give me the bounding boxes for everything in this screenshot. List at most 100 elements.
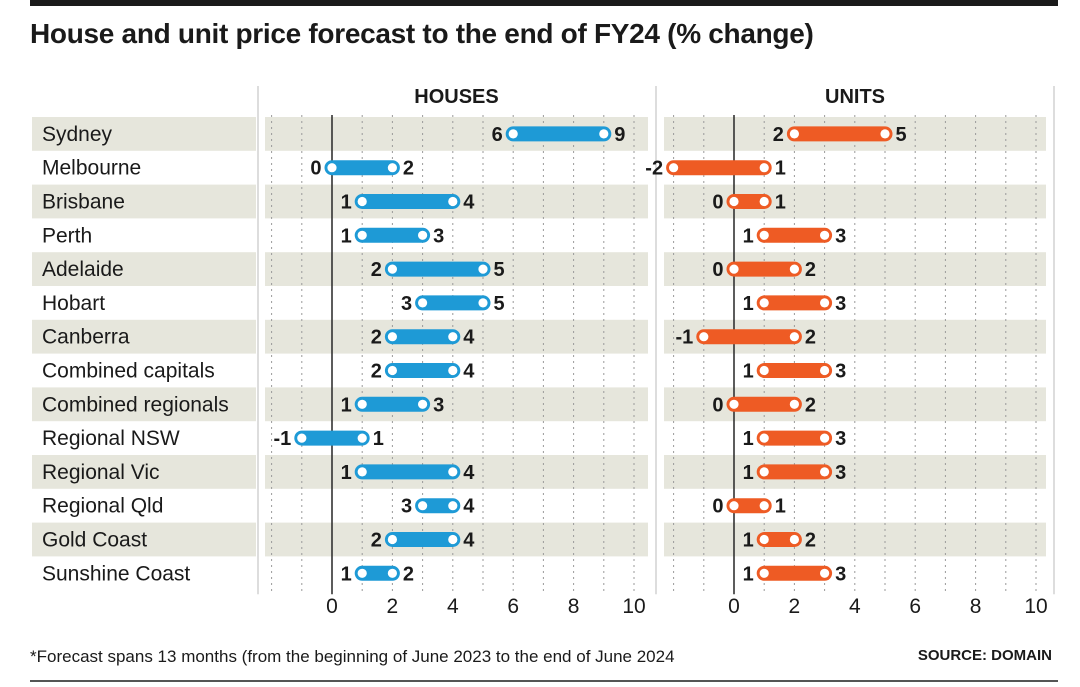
range-bar-houses-sunshine-coast bbox=[354, 565, 400, 581]
data-label-low-houses-hobart: 3 bbox=[401, 293, 412, 315]
data-label-high-houses-brisbane: 4 bbox=[463, 192, 475, 214]
data-label-low-units-regional-qld: 0 bbox=[712, 496, 723, 518]
data-label-low-houses-combined-regionals: 1 bbox=[341, 394, 352, 416]
data-label-high-units-melbourne: 1 bbox=[775, 158, 786, 180]
data-label-low-units-sydney: 2 bbox=[773, 124, 784, 146]
range-end-dot-houses-melbourne bbox=[387, 163, 397, 173]
range-start-dot-units-perth bbox=[759, 230, 769, 240]
data-label-low-units-hobart: 1 bbox=[743, 293, 754, 315]
tick-label-houses-6: 6 bbox=[507, 595, 519, 618]
data-label-high-units-adelaide: 2 bbox=[805, 259, 816, 281]
range-bar-houses-regional-vic bbox=[354, 464, 461, 480]
range-bar-houses-melbourne bbox=[324, 160, 400, 176]
data-label-low-houses-sydney: 6 bbox=[492, 124, 503, 146]
range-start-dot-units-regional-qld bbox=[729, 501, 739, 511]
range-end-dot-units-regional-nsw bbox=[820, 433, 830, 443]
tick-label-houses-2: 2 bbox=[387, 595, 399, 618]
range-end-dot-houses-sunshine-coast bbox=[387, 568, 397, 578]
row-band-houses-combined-regionals bbox=[265, 387, 648, 422]
range-end-dot-houses-perth bbox=[418, 230, 428, 240]
data-label-low-houses-melbourne: 0 bbox=[310, 158, 321, 180]
range-start-dot-units-sunshine-coast bbox=[759, 568, 769, 578]
range-start-dot-houses-sydney bbox=[508, 129, 518, 139]
range-start-dot-houses-perth bbox=[357, 230, 367, 240]
range-bar-units-adelaide bbox=[726, 261, 802, 277]
range-bar-houses-canberra bbox=[384, 329, 461, 345]
range-end-dot-units-sydney bbox=[880, 129, 890, 139]
range-bar-units-regional-nsw bbox=[756, 430, 833, 446]
range-end-dot-units-melbourne bbox=[759, 163, 769, 173]
data-label-low-units-perth: 1 bbox=[743, 225, 754, 247]
range-end-dot-houses-adelaide bbox=[478, 264, 488, 274]
category-label-brisbane: Brisbane bbox=[42, 191, 125, 214]
tick-label-units-0: 0 bbox=[728, 595, 740, 618]
data-label-high-units-sunshine-coast: 3 bbox=[835, 563, 846, 585]
data-label-low-units-brisbane: 0 bbox=[712, 192, 723, 214]
panel-title-houses: HOUSES bbox=[414, 86, 498, 108]
category-label-regional-qld: Regional Qld bbox=[42, 495, 163, 518]
tick-label-houses-0: 0 bbox=[326, 595, 338, 618]
source-credit: SOURCE: DOMAIN bbox=[917, 647, 1052, 664]
row-band-units-regional-vic bbox=[664, 455, 1046, 489]
range-start-dot-units-melbourne bbox=[669, 163, 679, 173]
data-label-high-houses-regional-qld: 4 bbox=[463, 496, 475, 518]
chart-title: House and unit price forecast to the end… bbox=[30, 18, 814, 49]
data-label-low-houses-adelaide: 2 bbox=[371, 259, 382, 281]
range-start-dot-units-combined-regionals bbox=[729, 399, 739, 409]
range-bar-units-canberra bbox=[696, 329, 802, 345]
data-label-high-units-combined-regionals: 2 bbox=[805, 394, 816, 416]
tick-label-houses-8: 8 bbox=[568, 595, 580, 618]
category-label-regional-nsw: Regional NSW bbox=[42, 427, 180, 450]
data-label-low-units-sunshine-coast: 1 bbox=[743, 563, 754, 585]
range-bar-units-combined-capitals bbox=[756, 363, 833, 378]
category-label-combined-capitals: Combined capitals bbox=[42, 360, 215, 383]
row-band-label-brisbane bbox=[32, 184, 256, 219]
data-label-low-houses-brisbane: 1 bbox=[341, 192, 352, 214]
range-start-dot-houses-adelaide bbox=[387, 264, 397, 274]
range-start-dot-houses-regional-nsw bbox=[297, 433, 307, 443]
range-start-dot-units-canberra bbox=[699, 332, 709, 342]
range-bar-houses-gold-coast bbox=[384, 532, 461, 547]
range-end-dot-houses-combined-regionals bbox=[418, 399, 428, 409]
top-rule bbox=[30, 0, 1058, 6]
range-end-dot-units-perth bbox=[820, 230, 830, 240]
row-band-label-sydney bbox=[32, 117, 256, 151]
range-start-dot-units-gold-coast bbox=[759, 534, 769, 545]
range-bar-units-combined-regionals bbox=[726, 396, 802, 412]
data-label-low-houses-canberra: 2 bbox=[371, 327, 382, 349]
footnote: *Forecast spans 13 months (from the begi… bbox=[30, 647, 675, 666]
range-start-dot-houses-hobart bbox=[418, 298, 428, 308]
range-bar-houses-hobart bbox=[415, 295, 491, 311]
range-bar-units-hobart bbox=[756, 295, 833, 311]
range-end-dot-houses-gold-coast bbox=[448, 534, 458, 545]
bottom-rule bbox=[30, 680, 1058, 682]
range-start-dot-houses-regional-vic bbox=[357, 467, 367, 477]
data-label-high-units-brisbane: 1 bbox=[775, 192, 786, 214]
range-bar-houses-adelaide bbox=[384, 261, 491, 277]
data-label-high-units-regional-nsw: 3 bbox=[835, 428, 846, 450]
range-start-dot-units-hobart bbox=[759, 298, 769, 308]
tick-label-units-4: 4 bbox=[849, 595, 861, 618]
data-label-low-units-melbourne: -2 bbox=[645, 158, 663, 180]
data-label-high-houses-hobart: 5 bbox=[494, 293, 505, 315]
row-band-units-gold-coast bbox=[664, 522, 1046, 557]
row-band-label-combined-regionals bbox=[32, 387, 256, 422]
data-label-high-houses-perth: 3 bbox=[433, 225, 444, 247]
range-bar-houses-brisbane bbox=[354, 194, 461, 209]
data-label-high-units-hobart: 3 bbox=[835, 293, 846, 315]
range-start-dot-units-regional-nsw bbox=[759, 433, 769, 443]
range-end-dot-houses-sydney bbox=[599, 129, 609, 139]
data-label-low-houses-perth: 1 bbox=[341, 225, 352, 247]
tick-label-houses-4: 4 bbox=[447, 595, 459, 618]
data-label-low-units-combined-regionals: 0 bbox=[712, 394, 723, 416]
range-bar-units-gold-coast bbox=[756, 532, 802, 547]
range-end-dot-units-hobart bbox=[820, 298, 830, 308]
range-end-dot-houses-regional-nsw bbox=[357, 433, 367, 443]
range-bar-houses-perth bbox=[354, 227, 431, 243]
data-label-low-units-regional-nsw: 1 bbox=[743, 428, 754, 450]
range-bar-houses-combined-regionals bbox=[354, 396, 431, 412]
tick-label-units-10: 10 bbox=[1024, 595, 1047, 618]
category-label-hobart: Hobart bbox=[42, 292, 105, 315]
category-label-melbourne: Melbourne bbox=[42, 157, 141, 180]
